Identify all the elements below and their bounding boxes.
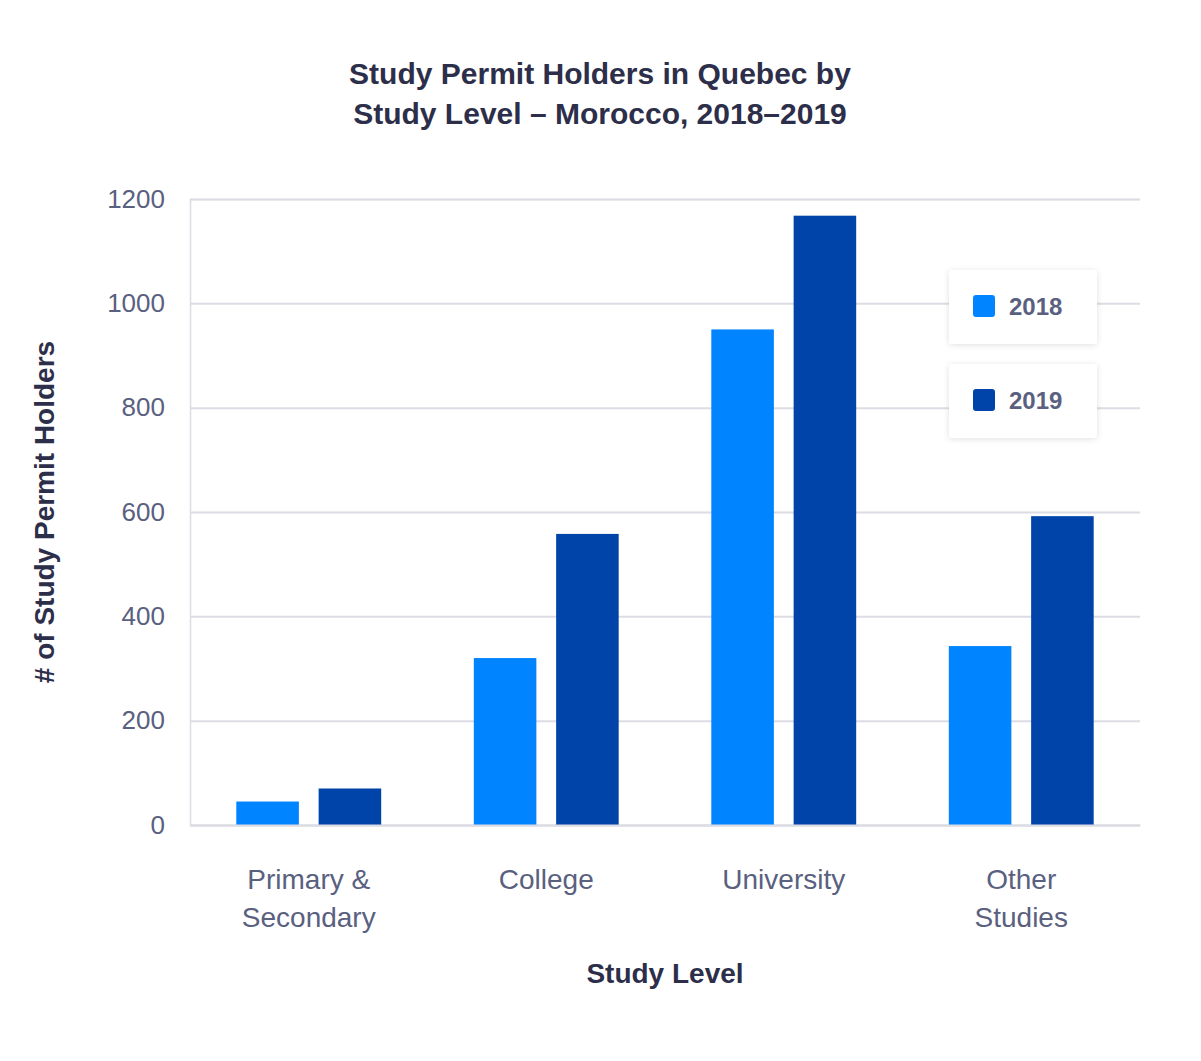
y-tick: 600 — [122, 497, 1140, 527]
x-axis-line — [191, 825, 1141, 827]
bar — [236, 802, 299, 825]
x-tick: College — [499, 864, 594, 895]
x-tick: University — [722, 864, 845, 895]
y-tick-label: 1200 — [107, 184, 165, 214]
y-tick-label: 400 — [122, 601, 165, 631]
bar — [1031, 516, 1094, 825]
grid-line — [190, 616, 1140, 618]
x-tick-label: Primary &Secondary — [242, 864, 376, 933]
x-tick: Primary &Secondary — [242, 864, 376, 933]
legend: 2018 2019 — [949, 270, 1097, 438]
grid-line — [190, 199, 1140, 201]
y-axis-line — [191, 200, 1141, 826]
legend-item: 2019 — [949, 364, 1097, 438]
bar — [711, 329, 774, 825]
bar — [949, 646, 1012, 825]
y-tick: 400 — [122, 601, 1140, 631]
y-tick: 1200 — [107, 184, 1140, 214]
x-axis-title: Study Level — [586, 958, 743, 989]
bar — [319, 788, 382, 825]
plot-area: 0 200 400 600 800 1000 1200 Primary &Secondary C… — [107, 184, 1140, 933]
grid-line — [190, 512, 1140, 514]
y-tick-label: 600 — [122, 497, 165, 527]
x-tick-label: OtherStudies — [975, 864, 1068, 933]
legend-swatch — [973, 389, 995, 411]
bar — [474, 658, 537, 825]
legend-label: 2018 — [1009, 293, 1062, 320]
bar — [556, 534, 619, 825]
y-tick-label: 200 — [122, 705, 165, 735]
y-tick-label: 1000 — [107, 288, 165, 318]
legend-box — [949, 270, 1097, 344]
y-axis: 0 200 400 600 800 1000 1200 — [107, 184, 1140, 840]
y-tick-label: 800 — [122, 392, 165, 422]
x-tick-label: University — [722, 864, 845, 895]
y-tick-label: 0 — [151, 810, 165, 840]
x-axis: Primary &Secondary College University Other… — [191, 826, 1141, 934]
chart: Study Permit Holders in Quebec byStudy L… — [0, 0, 1201, 1061]
x-tick-label: College — [499, 864, 594, 895]
legend-swatch — [973, 295, 995, 317]
legend-box — [949, 364, 1097, 438]
legend-label: 2019 — [1009, 387, 1062, 414]
x-tick: OtherStudies — [975, 864, 1068, 933]
legend-item: 2018 — [949, 270, 1097, 344]
bar — [794, 216, 857, 825]
y-axis-title: # of Study Permit Holders — [29, 341, 60, 683]
grid-line — [190, 825, 1140, 827]
title: Study Permit Holders in Quebec byStudy L… — [349, 57, 851, 130]
